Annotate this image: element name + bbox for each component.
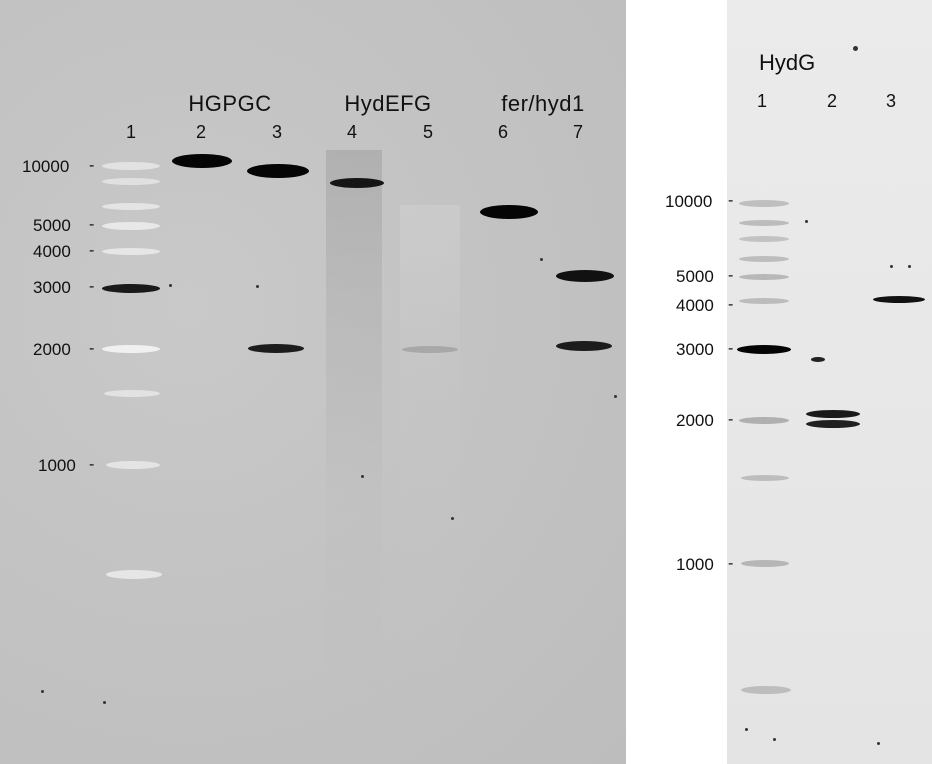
ladder-band <box>104 390 160 397</box>
ladder-band <box>106 570 162 579</box>
ladder-band <box>739 417 789 424</box>
dust-speck <box>361 475 364 478</box>
lane-number: 1 <box>756 91 768 111</box>
ladder-band <box>739 256 789 262</box>
dna-smear <box>326 150 382 710</box>
ladder-band <box>106 461 160 469</box>
size-marker-1000: 1000 <box>676 555 714 574</box>
ladder-band <box>102 222 160 230</box>
group-label-fer-hyd1: fer/hyd1 <box>501 91 585 116</box>
tick-mark: - <box>89 157 95 174</box>
lane-number: 7 <box>572 122 584 142</box>
ladder-band <box>102 203 160 210</box>
lane-number: 4 <box>346 122 358 142</box>
lane-number: 3 <box>271 122 283 142</box>
tick-mark: - <box>89 216 95 233</box>
size-marker-4000: 4000 <box>676 296 714 315</box>
dust-speck <box>805 220 808 223</box>
tick-mark: - <box>89 278 95 295</box>
dna-band <box>873 296 925 303</box>
dust-speck <box>451 517 454 520</box>
dna-band <box>806 420 860 428</box>
size-marker-10000: 10000 <box>22 157 70 176</box>
ladder-band <box>739 200 789 207</box>
dust-speck <box>540 258 543 261</box>
dust-speck <box>41 690 44 693</box>
ladder-band <box>739 236 789 242</box>
ladder-band <box>741 560 789 567</box>
dna-band <box>248 344 304 353</box>
tick-mark: - <box>728 340 734 357</box>
size-marker-5000: 5000 <box>33 216 71 235</box>
dna-band <box>556 341 612 351</box>
dust-speck <box>745 728 748 731</box>
dna-band <box>330 178 384 188</box>
dust-speck <box>877 742 880 745</box>
dust-speck <box>773 738 776 741</box>
dna-smear <box>400 205 460 705</box>
dust-speck <box>103 701 106 704</box>
lane-number: 2 <box>195 122 207 142</box>
tick-mark: - <box>89 340 95 357</box>
dust-speck <box>169 284 172 287</box>
dust-speck <box>908 265 911 268</box>
dust-speck <box>256 285 259 288</box>
lane-number: 1 <box>125 122 137 142</box>
ladder-band-bright <box>102 284 160 293</box>
ladder-band-bright <box>737 345 791 354</box>
left-gel-image: HGPGC HydEFG fer/hyd1 1 2 3 4 5 6 7 1000… <box>0 0 626 764</box>
tick-mark: - <box>728 555 734 572</box>
ladder-band <box>102 248 160 255</box>
lane-number: 6 <box>497 122 509 142</box>
ladder-band <box>102 162 160 170</box>
group-label-hgpgc: HGPGC <box>188 91 272 116</box>
ladder-band <box>741 686 791 694</box>
right-gel-image: HydG 1 2 3 <box>727 0 932 764</box>
tick-mark: - <box>728 411 734 428</box>
dna-band <box>480 205 538 219</box>
dna-band <box>806 410 860 418</box>
dust-speck <box>890 265 893 268</box>
dust-speck <box>614 395 617 398</box>
lane-number: 2 <box>826 91 838 111</box>
tick-mark: - <box>728 296 734 313</box>
size-marker-3000: 3000 <box>33 278 71 297</box>
group-label-hydefg: HydEFG <box>344 91 432 116</box>
lane-number: 5 <box>422 122 434 142</box>
tick-mark: - <box>89 456 95 473</box>
size-marker-10000: 10000 <box>665 192 713 211</box>
ladder-band <box>739 298 789 304</box>
ladder-band <box>102 345 160 353</box>
dna-band <box>172 154 232 168</box>
dna-band-faint <box>402 346 458 353</box>
size-marker-3000: 3000 <box>676 340 714 359</box>
size-marker-5000: 5000 <box>676 267 714 286</box>
size-marker-2000: 2000 <box>33 340 71 359</box>
ladder-band <box>739 274 789 280</box>
tick-mark: - <box>728 192 734 209</box>
dna-band <box>247 164 309 178</box>
dust-speck <box>853 46 858 51</box>
size-marker-1000: 1000 <box>38 456 76 475</box>
dna-band <box>556 270 614 282</box>
ladder-band <box>739 220 789 226</box>
lane-number: 3 <box>885 91 897 111</box>
ladder-band <box>741 475 789 481</box>
panel-separator <box>626 0 727 764</box>
size-marker-4000: 4000 <box>33 242 71 261</box>
tick-mark: - <box>728 267 734 284</box>
dna-band <box>811 357 825 362</box>
tick-mark: - <box>89 242 95 259</box>
size-marker-2000: 2000 <box>676 411 714 430</box>
ladder-band <box>102 178 160 185</box>
gel-title: HydG <box>759 50 816 75</box>
